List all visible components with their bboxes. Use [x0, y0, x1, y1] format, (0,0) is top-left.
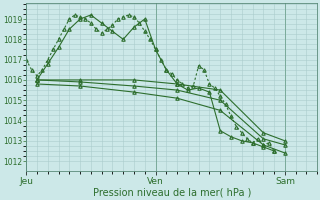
X-axis label: Pression niveau de la mer( hPa ): Pression niveau de la mer( hPa ) [92, 187, 251, 197]
